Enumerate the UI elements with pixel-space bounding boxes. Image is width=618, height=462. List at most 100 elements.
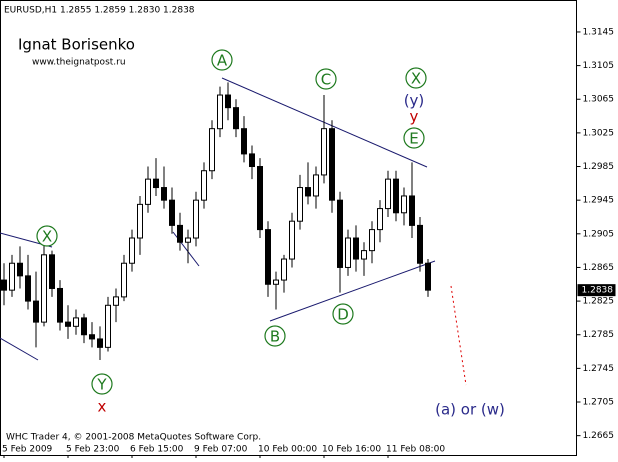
x-tick-label: 5 Feb 2009: [2, 445, 53, 455]
candle-body: [169, 199, 175, 226]
candle-body: [409, 195, 415, 226]
wave-label: E: [409, 130, 418, 148]
candle-body: [337, 199, 343, 268]
x-tick-label: 10 Feb 00:00: [258, 445, 317, 455]
candle-body: [369, 229, 375, 252]
candle-body: [225, 94, 231, 109]
candle-body: [65, 321, 71, 327]
wave-circle: [211, 49, 233, 71]
y-tick-label: 1.2745: [583, 364, 615, 374]
site: www.theignatpost.ru: [32, 58, 126, 68]
candle-body: [81, 317, 87, 336]
y-tick-label: 1.2825: [583, 297, 615, 307]
candle-body: [153, 178, 159, 189]
wave-label: Y: [96, 376, 107, 394]
candle-body: [377, 208, 383, 231]
candle-body: [265, 229, 271, 285]
wave-label: (y): [404, 92, 425, 110]
x-tick-label: 6 Feb 15:00: [130, 445, 184, 455]
candle-body: [25, 275, 31, 302]
candle-body: [185, 237, 191, 243]
candle-body: [281, 258, 287, 281]
footer: WHC Trader 4, © 2001-2008 MetaQuotes Sof…: [6, 433, 261, 443]
candle-body: [1, 279, 7, 291]
candle-body: [121, 262, 127, 298]
projection-line: [450, 285, 467, 386]
wave-circle: [405, 67, 427, 89]
x-tick-label: 9 Feb 07:00: [194, 445, 248, 455]
candle-body: [217, 94, 223, 130]
candle-body: [129, 237, 135, 264]
trend-line: [0, 337, 39, 361]
y-tick-label: 1.2785: [583, 330, 615, 340]
wave-circle: [36, 225, 58, 247]
x-tick-label: 10 Feb 16:00: [322, 445, 381, 455]
price-label: 1.2838: [582, 286, 614, 296]
candle-body: [321, 128, 327, 176]
candle-body: [249, 153, 255, 168]
candle-body: [161, 187, 167, 201]
chart-title: EURUSD,H1 1.2855 1.2859 1.2830 1.2838: [4, 6, 195, 16]
candle-body: [89, 334, 95, 340]
y-tick-label: 1.3105: [583, 61, 615, 71]
candle-body: [385, 178, 391, 210]
plot-frame: [0, 0, 577, 456]
candle-body: [145, 178, 151, 205]
wave-circle: [403, 127, 425, 149]
candle-body: [201, 170, 207, 201]
x-tick-label: 5 Feb 23:00: [66, 445, 120, 455]
wave-label: A: [217, 52, 228, 70]
candle-body: [177, 224, 183, 243]
candle-body: [209, 128, 215, 172]
candle-body: [401, 195, 407, 214]
candle-body: [97, 338, 103, 348]
wave-label: X: [411, 70, 421, 88]
candle-body: [41, 254, 47, 323]
wave-circle: [91, 373, 113, 395]
candle-body: [9, 262, 15, 291]
x-tick-label: 11 Feb 08:00: [386, 445, 445, 455]
y-tick-label: 1.2705: [583, 398, 615, 408]
y-tick-label: 1.2945: [583, 196, 615, 206]
y-tick-label: 1.2865: [583, 263, 615, 273]
candle-body: [17, 262, 23, 277]
candle-body: [297, 187, 303, 222]
candle-body: [305, 187, 311, 197]
candles: [1, 82, 431, 360]
candle-body: [257, 166, 263, 231]
candle-body: [49, 254, 55, 289]
wave-circle: [315, 68, 337, 90]
wave-label: B: [270, 328, 280, 346]
candle-body: [353, 237, 359, 260]
candle-body: [233, 107, 239, 130]
author: Ignat Borisenko: [18, 36, 135, 54]
candle-body: [33, 300, 39, 323]
candle-body: [329, 128, 335, 201]
candle-body: [425, 262, 431, 291]
wave-label: x: [98, 398, 107, 416]
wave-label: C: [321, 71, 331, 89]
candle-body: [273, 279, 279, 285]
wave-label: D: [337, 306, 349, 324]
candle-body: [289, 220, 295, 260]
y-tick-label: 1.2665: [583, 431, 615, 441]
price-box: [577, 284, 616, 297]
wave-circle: [332, 303, 354, 325]
candle-body: [137, 203, 143, 239]
candle-body: [113, 296, 119, 306]
candle-body: [73, 317, 79, 327]
candle-body: [105, 304, 111, 348]
candle-body: [345, 237, 351, 268]
trend-line: [269, 260, 436, 322]
wave-label: X: [42, 228, 52, 246]
wave-label: (a) or (w): [435, 401, 505, 419]
candle-body: [361, 250, 367, 260]
y-tick-label: 1.2985: [583, 162, 615, 172]
y-tick-label: 1.3145: [583, 27, 615, 37]
y-tick-label: 1.3065: [583, 95, 615, 105]
candle-body: [193, 199, 199, 239]
candle-body: [393, 178, 399, 214]
wave-label: y: [410, 108, 419, 126]
candle-body: [241, 128, 247, 155]
